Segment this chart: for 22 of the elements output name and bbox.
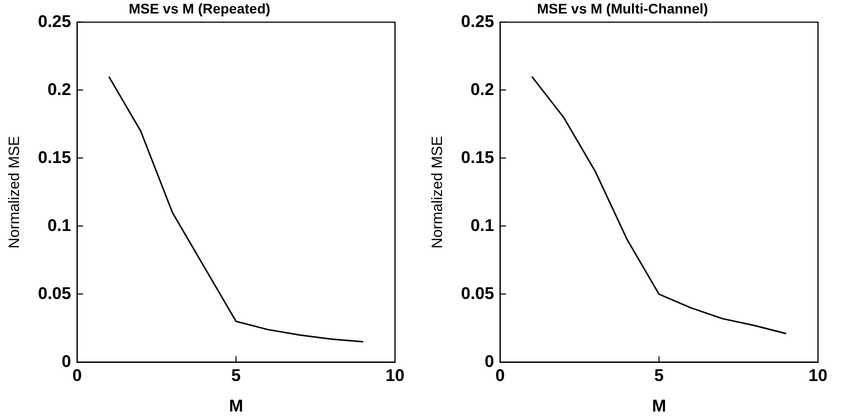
y-tick-label: 0.1 bbox=[470, 216, 494, 235]
y-tick-label: 0.25 bbox=[38, 12, 72, 31]
x-tick-label: 10 bbox=[386, 366, 404, 386]
y-tick-label: 0 bbox=[62, 352, 72, 371]
y-axis-title: Normalized MSE bbox=[429, 136, 446, 248]
y-tick-label: 0.25 bbox=[460, 12, 494, 31]
x-tick-label: 10 bbox=[808, 366, 828, 386]
x-axis-title: M bbox=[652, 396, 666, 416]
x-axis-title: M bbox=[228, 396, 244, 416]
y-tick-label: 0.15 bbox=[460, 148, 494, 167]
chart-title: MSE vs M (Multi-Channel) bbox=[536, 0, 708, 17]
x-tick-label: 5 bbox=[231, 366, 241, 386]
chart-title: MSE vs M (Repeated) bbox=[128, 0, 270, 17]
y-tick-label: 0.05 bbox=[460, 284, 494, 303]
y-tick-label: 0.2 bbox=[470, 80, 494, 99]
y-tick-label: 0.05 bbox=[38, 284, 72, 303]
y-tick-label: 0 bbox=[484, 352, 494, 371]
y-tick-label: 0.15 bbox=[38, 148, 72, 167]
y-axis-title: Normalized MSE bbox=[6, 136, 24, 248]
y-tick-label: 0.1 bbox=[47, 216, 72, 235]
x-tick-label: 5 bbox=[654, 366, 664, 386]
y-tick-label: 0.2 bbox=[47, 80, 72, 99]
